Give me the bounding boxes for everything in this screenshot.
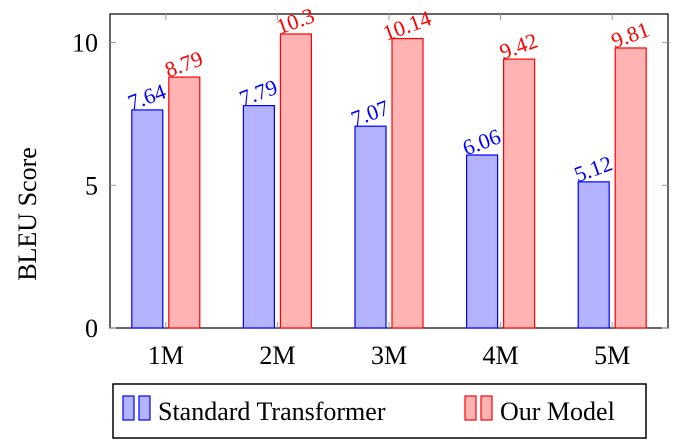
y-tick-label: 10	[72, 29, 98, 58]
bar	[503, 58, 536, 329]
bar	[466, 154, 499, 329]
x-tick-label: 4M	[483, 341, 519, 370]
bar	[614, 47, 647, 329]
bar	[242, 105, 275, 329]
x-tick-label: 2M	[259, 341, 295, 370]
y-axis-title: BLEU Score	[13, 147, 42, 281]
bar	[391, 37, 424, 329]
legend: Standard Transformer Our Model	[112, 383, 647, 439]
legend-swatch	[138, 395, 151, 421]
bar	[354, 125, 387, 329]
bars	[131, 33, 647, 329]
legend-swatch	[122, 395, 135, 421]
legend-swatch	[464, 395, 477, 421]
legend-frame	[112, 383, 647, 439]
x-tick-label: 1M	[148, 341, 184, 370]
bar	[168, 76, 201, 329]
legend-label: Our Model	[500, 397, 615, 426]
x-tick-label: 5M	[594, 341, 630, 370]
bar	[131, 109, 164, 329]
bar	[279, 33, 312, 329]
axes	[109, 13, 669, 329]
y-tick-label: 5	[85, 171, 98, 200]
legend-swatch	[480, 395, 493, 421]
tick-labels: 0 5 10 1M 2M 3M 4M 5M	[72, 29, 630, 370]
y-tick-label: 0	[85, 314, 98, 343]
bar	[577, 181, 610, 329]
x-tick-label: 3M	[371, 341, 407, 370]
legend-label: Standard Transformer	[158, 397, 386, 426]
